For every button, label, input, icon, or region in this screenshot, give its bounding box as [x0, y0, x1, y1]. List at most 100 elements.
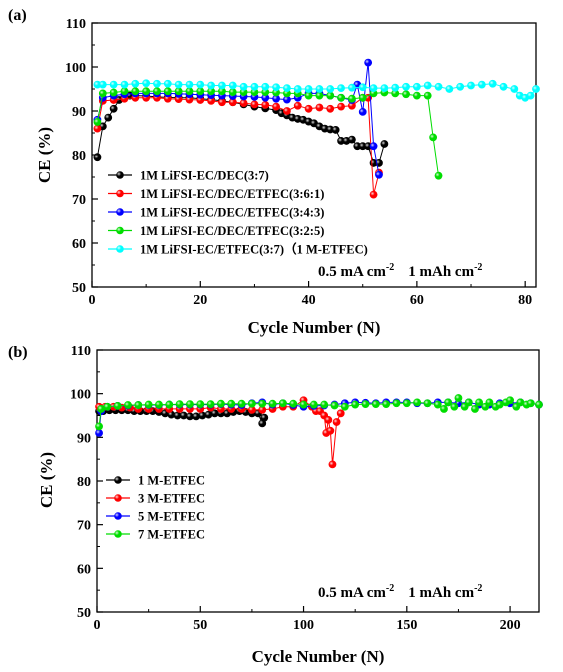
data-point-highlight	[186, 400, 194, 408]
data-point-highlight	[207, 97, 215, 105]
data-point-highlight	[424, 81, 432, 90]
data-point-highlight	[294, 102, 302, 110]
data-point-highlight	[237, 400, 246, 408]
data-point-highlight	[315, 92, 324, 100]
panel-label-b: (b)	[8, 344, 28, 361]
data-point-highlight	[185, 87, 194, 95]
data-point-highlight	[526, 92, 535, 100]
x-tick-label: 80	[518, 293, 532, 308]
data-point-highlight	[429, 133, 437, 141]
data-point-highlight	[142, 87, 150, 95]
data-point-highlight	[341, 403, 349, 411]
data-point-highlight	[475, 398, 483, 406]
y-tick-label: 110	[66, 17, 86, 32]
x-tick-label: 150	[396, 618, 417, 633]
data-point-highlight	[450, 403, 458, 411]
data-point-highlight	[359, 108, 367, 116]
data-point-highlight	[258, 406, 266, 414]
data-point-highlight	[369, 142, 378, 150]
data-point-highlight	[348, 102, 356, 110]
data-point-highlight	[348, 95, 356, 103]
data-point-highlight	[283, 107, 291, 115]
y-tick-label: 90	[72, 105, 86, 120]
data-point-highlight	[272, 83, 280, 91]
data-point-highlight	[131, 80, 139, 88]
data-point-highlight	[326, 92, 334, 100]
data-point-highlight	[185, 81, 194, 89]
data-point-highlight	[124, 401, 132, 409]
data-point-highlight	[142, 79, 150, 87]
areal-capacity-a: 1 mAh cm	[408, 264, 474, 280]
data-point-highlight	[454, 394, 463, 402]
data-point-highlight	[93, 81, 102, 89]
series-b-3	[95, 394, 543, 431]
data-point-highlight	[337, 409, 345, 417]
x-tick-label: 0	[94, 618, 101, 633]
data-point-highlight	[315, 85, 324, 93]
data-point-highlight	[434, 172, 443, 180]
data-point-highlight	[198, 411, 206, 420]
legend-label: 5 M-ETFEC	[138, 510, 205, 524]
y-tick-label: 90	[77, 431, 91, 446]
data-point-highlight	[348, 136, 356, 144]
y-axis-title-b: CE (%)	[37, 452, 56, 508]
data-point-highlight	[283, 89, 291, 97]
data-point-highlight	[153, 87, 161, 95]
data-point-highlight	[260, 414, 268, 422]
data-point-highlight	[310, 400, 318, 409]
data-point-highlight	[272, 95, 280, 103]
data-point-highlight	[337, 103, 345, 111]
data-point-highlight	[320, 400, 328, 409]
data-point-highlight	[93, 125, 102, 133]
y-tick-label: 100	[70, 388, 91, 403]
data-point-highlight	[332, 126, 340, 134]
data-point-highlight	[95, 422, 103, 431]
data-point-highlight	[248, 406, 256, 414]
data-point-highlight	[413, 398, 421, 406]
data-point-highlight	[229, 81, 237, 90]
data-point-highlight	[207, 87, 215, 95]
legend-label: 1M LiFSI-EC/DEC/ETFEC(3:4:3)	[140, 206, 324, 220]
chart-panel-a: (a) 0 20 40 60 80 50 60 70 80 90 100 110 Cycle Numb…	[8, 7, 540, 337]
data-point-highlight	[326, 85, 334, 93]
data-point-highlight	[304, 92, 313, 100]
data-point-highlight	[391, 84, 399, 92]
data-point-highlight	[175, 87, 183, 95]
data-point-highlight	[326, 105, 334, 113]
data-point-highlight	[372, 400, 380, 408]
data-point-highlight	[258, 400, 266, 408]
data-point-highlight	[535, 400, 543, 409]
legend-label: 1M LiFSI-EC/DEC/ETFEC(3:6:1)	[140, 187, 324, 201]
data-point-highlight	[364, 59, 372, 67]
x-tick-label: 0	[89, 293, 96, 308]
data-point-highlight	[289, 400, 297, 408]
data-point-highlight	[173, 411, 182, 420]
legend-label: 1 M-ETFEC	[138, 474, 205, 488]
data-point-highlight	[485, 398, 494, 406]
data-point-highlight	[413, 83, 421, 91]
current-density-b: 0.5 mA cm	[318, 585, 386, 601]
data-point-highlight	[217, 400, 225, 408]
data-point-highlight	[392, 399, 401, 407]
series-line	[96, 90, 439, 176]
data-point-highlight	[227, 400, 235, 408]
data-point-highlight	[196, 81, 204, 89]
data-point-highlight	[192, 412, 200, 420]
x-axis-title-a: Cycle Number (N)	[248, 318, 381, 337]
data-point-highlight	[103, 403, 111, 411]
legend-marker-highlight	[116, 171, 124, 179]
data-point-highlight	[218, 98, 226, 106]
data-point-highlight	[155, 400, 163, 409]
legend-marker-highlight	[116, 208, 124, 216]
conditions-a: 0.5 mA cm-2 1 mAh cm-2	[318, 262, 482, 280]
x-tick-label: 20	[193, 293, 207, 308]
y-tick-label: 110	[71, 344, 91, 359]
x-tick-label: 200	[500, 618, 521, 633]
data-point-highlight	[196, 400, 204, 408]
data-point-highlight	[218, 81, 226, 90]
data-point-highlight	[467, 81, 475, 90]
data-point-highlight	[131, 87, 139, 95]
data-point-highlight	[516, 398, 525, 406]
